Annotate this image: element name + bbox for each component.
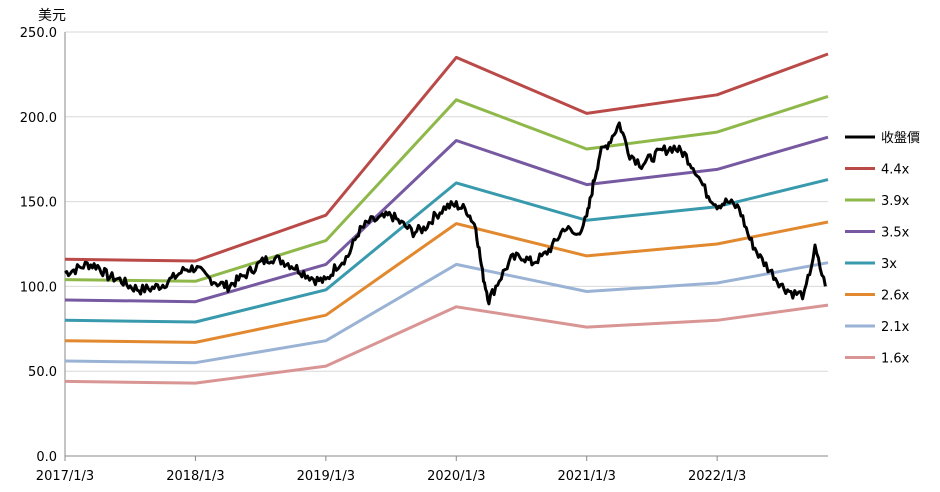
y-tick-label: 200.0 [20,111,57,126]
x-tick-label: 2022/1/3 [688,469,746,484]
series-line-1.6x [64,303,829,385]
legend-label: 2.1x [881,320,910,335]
axes [64,32,828,461]
x-tick-label: 2019/1/3 [297,469,355,484]
series-line-2.6x [64,220,829,344]
legend-label: 3.5x [881,226,910,241]
series-line-4.4x [64,52,829,263]
x-tick-label: 2017/1/3 [36,469,94,484]
legend-label: 3x [881,257,897,272]
series-line-收盤價 [64,121,827,306]
legend-label: 2.6x [881,289,910,304]
y-tick-label: 100.0 [20,280,57,295]
y-tick-label: 150.0 [20,196,57,211]
y-tick-label: 250.0 [20,26,57,41]
series-line-3.9x [64,94,829,283]
series-line-3.5x [64,135,829,304]
y-tick-label: 0.0 [36,450,57,465]
tick-labels: 0.0 50.0 100.0 150.0 200.0 250.0 2017/1/3 2018/… [20,26,747,484]
y-tick-label: 50.0 [28,365,57,380]
legend-label: 1.6x [881,352,910,367]
legend-label: 4.4x [881,163,910,178]
series-line-2.1x [64,261,829,365]
x-tick-label: 2020/1/3 [427,469,485,484]
x-tick-label: 2021/1/3 [558,469,616,484]
x-tick-label: 2018/1/3 [166,469,224,484]
legend: 收盤價 4.4x 3.9x 3.5x 3x 2.6x 2.1x 1.6x [845,131,920,367]
series-lines [64,52,829,385]
y-axis-unit-label: 美元 [38,8,66,24]
legend-label: 收盤價 [881,131,920,146]
legend-label: 3.9x [881,194,910,209]
